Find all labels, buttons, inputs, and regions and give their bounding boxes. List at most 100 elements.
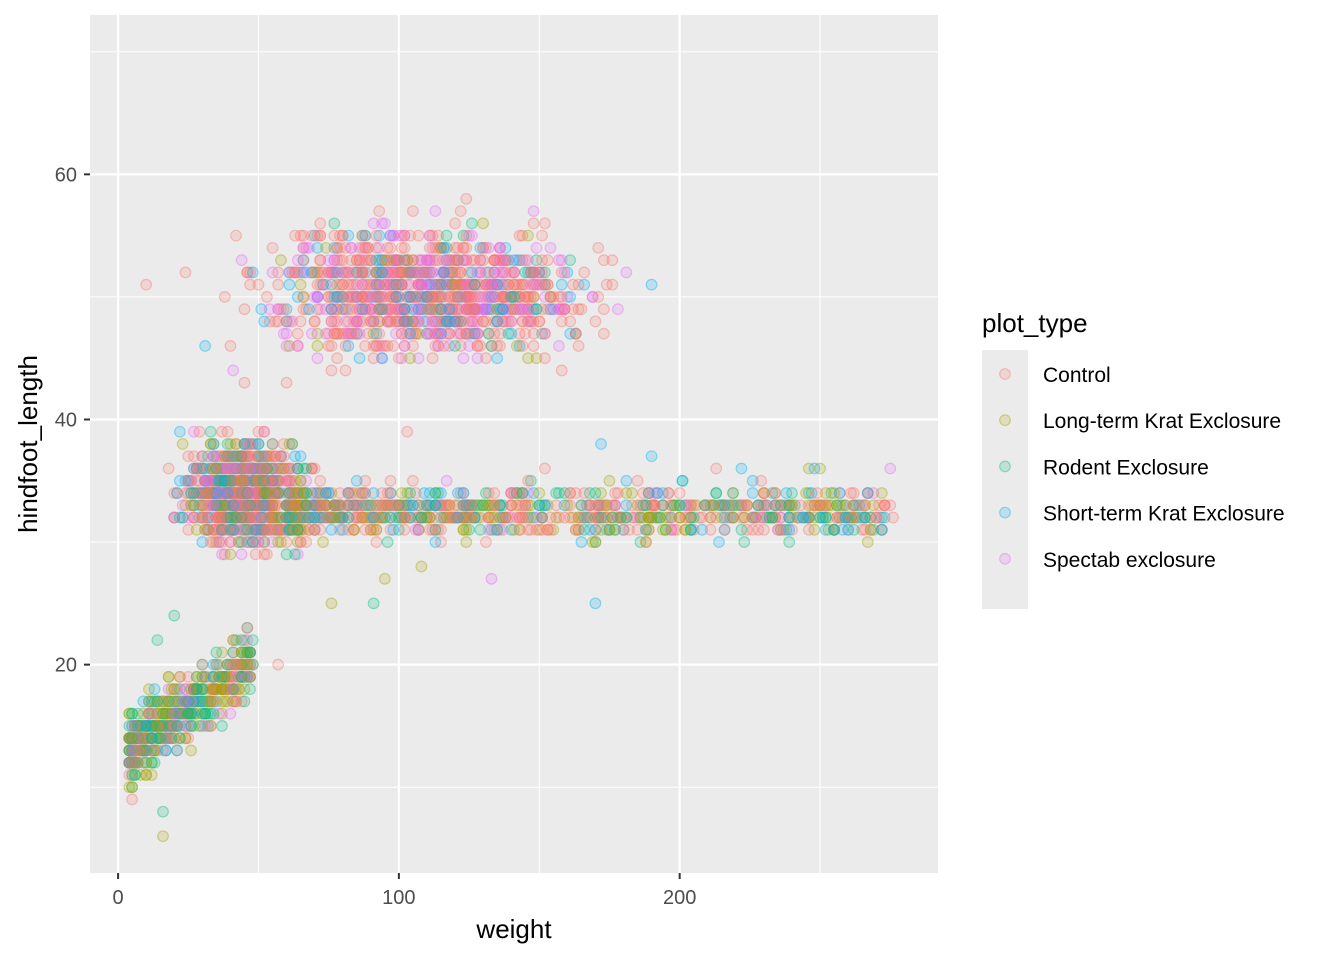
- data-point: [540, 292, 551, 303]
- data-point: [138, 708, 149, 719]
- data-point: [773, 525, 784, 536]
- data-point: [186, 696, 197, 707]
- data-point: [528, 218, 539, 229]
- data-point: [486, 292, 497, 303]
- data-point: [413, 230, 424, 241]
- data-point: [368, 353, 379, 364]
- data-point: [736, 525, 747, 536]
- y-tick-label: 40: [55, 409, 77, 431]
- data-point: [472, 304, 483, 315]
- legend-key-background: [982, 350, 1028, 609]
- data-point: [444, 500, 455, 511]
- data-point: [236, 537, 247, 548]
- data-point: [197, 659, 208, 670]
- data-point: [292, 525, 303, 536]
- data-point: [385, 512, 396, 523]
- data-point: [475, 292, 486, 303]
- data-point: [542, 279, 553, 290]
- data-point: [295, 537, 306, 548]
- data-point: [183, 708, 194, 719]
- data-point: [396, 279, 407, 290]
- data-point: [461, 230, 472, 241]
- data-point: [346, 304, 357, 315]
- data-point: [211, 659, 222, 670]
- data-point: [191, 475, 202, 486]
- data-point: [863, 488, 874, 499]
- data-point: [191, 525, 202, 536]
- data-point: [326, 525, 337, 536]
- data-point: [843, 525, 854, 536]
- data-point: [531, 279, 542, 290]
- data-point: [200, 721, 211, 732]
- data-point: [461, 328, 472, 339]
- data-point: [259, 316, 270, 327]
- data-point: [674, 488, 685, 499]
- data-point: [357, 304, 368, 315]
- data-point: [450, 341, 461, 352]
- data-point: [753, 500, 764, 511]
- data-point: [343, 292, 354, 303]
- data-point: [430, 328, 441, 339]
- data-point: [863, 537, 874, 548]
- data-point: [722, 512, 733, 523]
- data-point: [458, 353, 469, 364]
- data-point: [885, 500, 896, 511]
- data-point: [489, 512, 500, 523]
- data-point: [236, 255, 247, 266]
- data-point: [163, 463, 174, 474]
- data-point: [281, 475, 292, 486]
- data-point: [205, 696, 216, 707]
- data-point: [579, 279, 590, 290]
- data-point: [576, 537, 587, 548]
- data-point: [599, 304, 610, 315]
- data-point: [371, 230, 382, 241]
- data-point: [186, 745, 197, 756]
- data-point: [492, 341, 503, 352]
- data-point: [773, 500, 784, 511]
- data-point: [396, 243, 407, 254]
- data-point: [809, 463, 820, 474]
- data-point: [245, 463, 256, 474]
- data-point: [217, 475, 228, 486]
- data-point: [301, 488, 312, 499]
- data-point: [242, 623, 253, 634]
- data-point: [284, 512, 295, 523]
- data-point: [391, 304, 402, 315]
- legend-key: [1000, 369, 1011, 380]
- data-point: [236, 635, 247, 646]
- legend-key: [1000, 507, 1011, 518]
- data-point: [234, 500, 245, 511]
- data-point: [380, 279, 391, 290]
- data-point: [570, 328, 581, 339]
- data-point: [711, 463, 722, 474]
- data-point: [528, 206, 539, 217]
- data-point: [593, 292, 604, 303]
- data-point: [596, 439, 607, 450]
- data-point: [585, 500, 596, 511]
- data-point: [245, 439, 256, 450]
- data-point: [674, 512, 685, 523]
- data-point: [242, 672, 253, 683]
- data-point: [239, 488, 250, 499]
- data-point: [177, 439, 188, 450]
- data-point: [447, 292, 458, 303]
- data-point: [180, 488, 191, 499]
- data-point: [489, 255, 500, 266]
- data-point: [394, 353, 405, 364]
- data-point: [840, 512, 851, 523]
- data-point: [270, 488, 281, 499]
- data-point: [127, 721, 138, 732]
- data-point: [236, 549, 247, 560]
- data-point: [315, 500, 326, 511]
- data-point: [217, 684, 228, 695]
- data-point: [281, 463, 292, 474]
- data-point: [332, 353, 343, 364]
- data-point: [528, 328, 539, 339]
- data-point: [357, 279, 368, 290]
- data-point: [514, 525, 525, 536]
- data-point: [135, 745, 146, 756]
- data-point: [127, 794, 138, 805]
- data-point: [253, 279, 264, 290]
- data-point: [318, 537, 329, 548]
- data-point: [523, 255, 534, 266]
